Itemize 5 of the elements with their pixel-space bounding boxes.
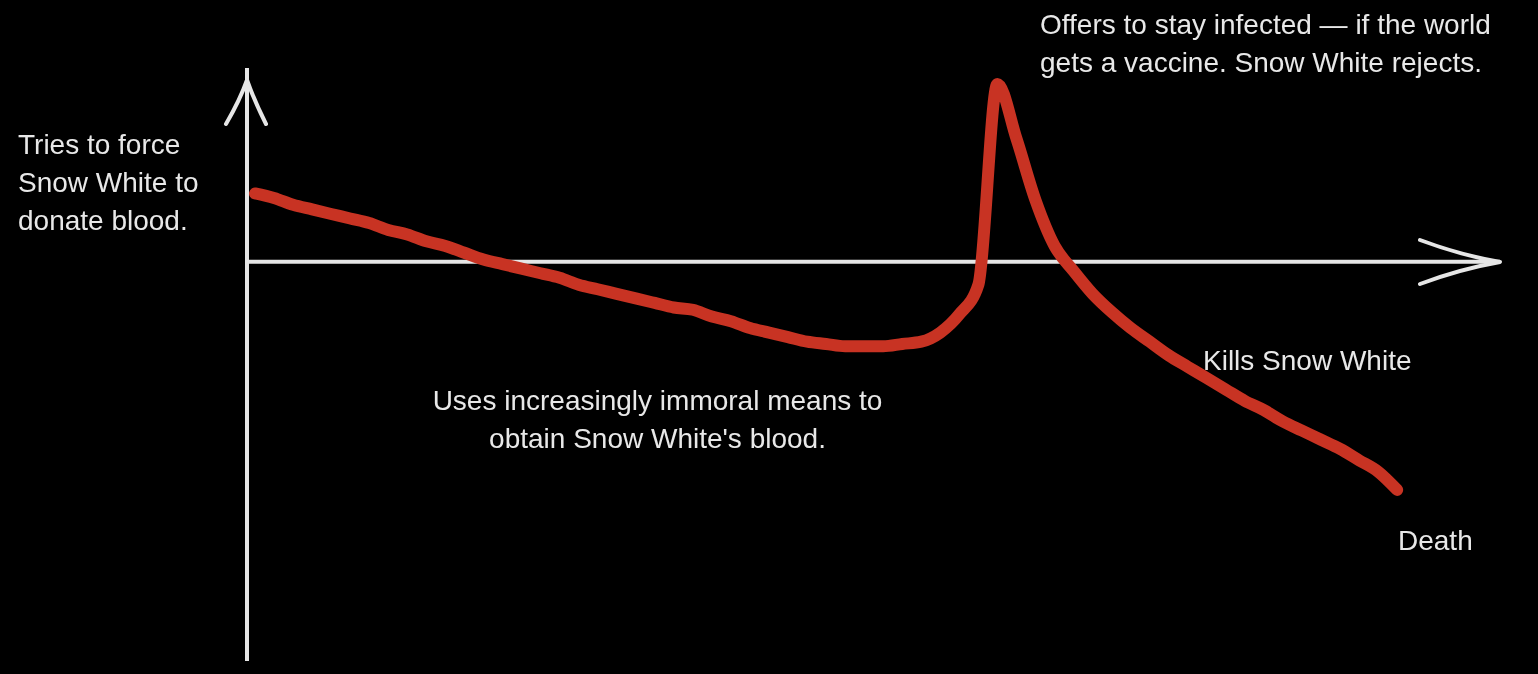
text: Death (1398, 524, 1474, 558)
annotation: Kills Snow White (1203, 344, 1413, 378)
text: Tries to force Snow White to donate blood. (18, 128, 200, 238)
text: Offers to stay infected — if the world gets a vaccine. Snow White rejects. (1040, 8, 1492, 80)
annotation: Uses increasingly immoral means to obtain Snow White's blood. (431, 384, 884, 456)
